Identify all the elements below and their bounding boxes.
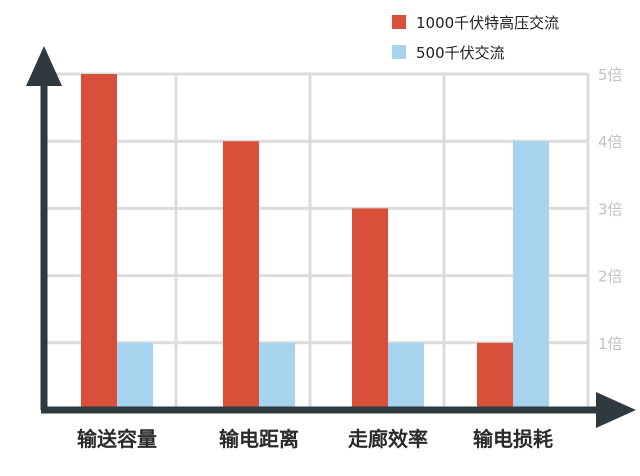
legend-item-1000kv: 1000千伏特高压交流 [392, 12, 559, 32]
y-tick-label-5: 5倍 [598, 66, 623, 84]
bar-1000kv-1 [81, 74, 117, 410]
legend-label-500kv: 500千伏交流 [416, 43, 505, 62]
bar-1000kv-4 [477, 342, 513, 410]
y-tick-label-4: 4倍 [598, 133, 623, 151]
y-axis-arrow [26, 46, 62, 86]
x-axis-arrow [596, 392, 636, 428]
bar-500kv-3 [388, 342, 424, 410]
x-category-label-4: 输电损耗 [473, 427, 553, 451]
y-tick-label-3: 3倍 [598, 200, 623, 218]
bar-500kv-2 [259, 342, 295, 410]
legend-swatch-1000kv [392, 15, 406, 29]
bar-500kv-4 [513, 141, 549, 410]
x-category-label-3: 走廊效率 [348, 427, 428, 451]
bar-500kv-1 [117, 342, 153, 410]
bar-1000kv-2 [223, 141, 259, 410]
legend-label-1000kv: 1000千伏特高压交流 [416, 13, 560, 32]
y-tick-label-1: 1倍 [598, 335, 623, 353]
bar-1000kv-3 [352, 208, 388, 410]
x-category-label-1: 输送容量 [77, 427, 157, 451]
x-category-label-2: 输电距离 [219, 427, 299, 451]
legend-swatch-500kv [392, 45, 406, 59]
legend-item-500kv: 500千伏交流 [392, 42, 505, 62]
y-tick-label-2: 2倍 [598, 268, 623, 286]
